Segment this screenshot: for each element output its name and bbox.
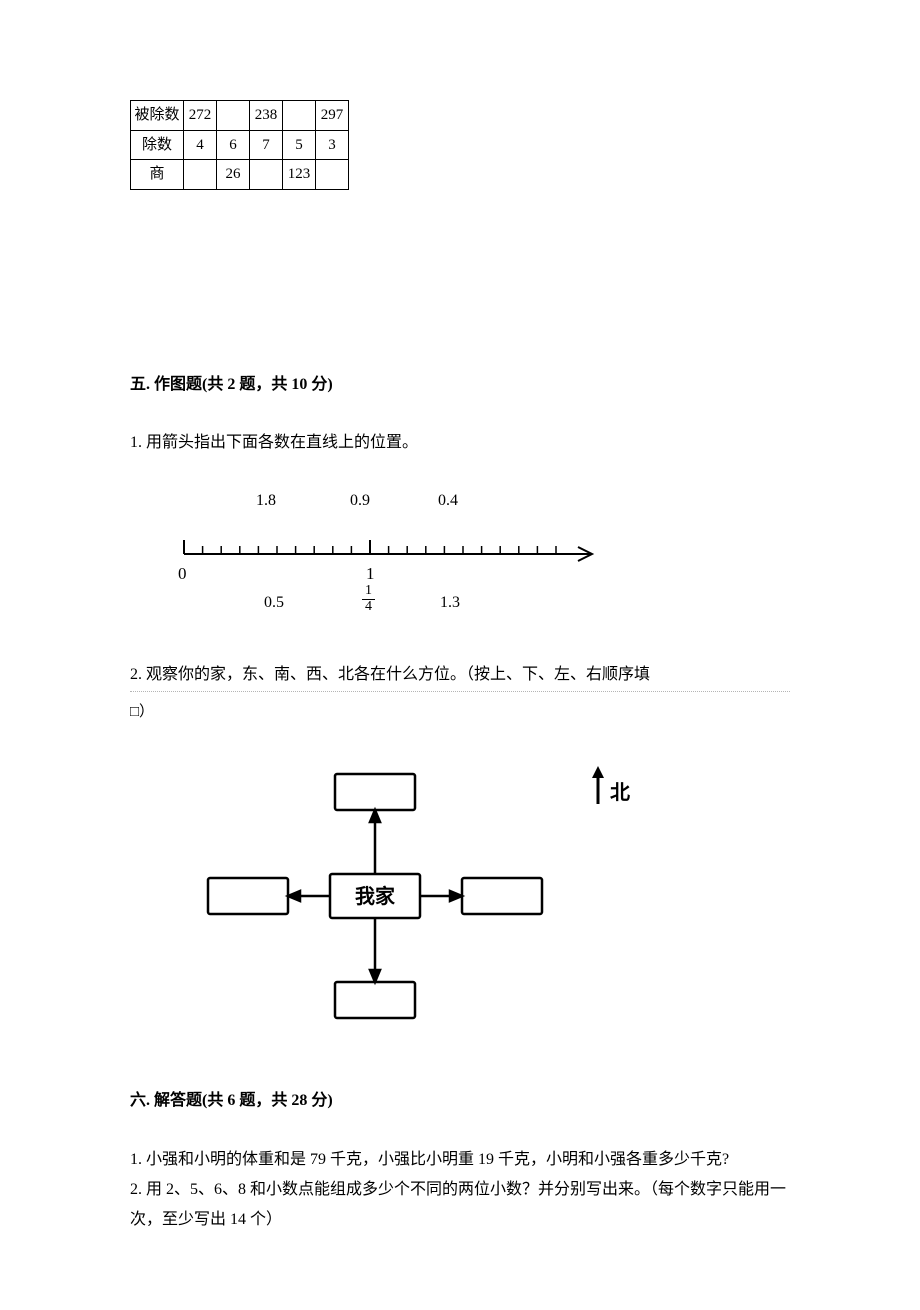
cell: 3 bbox=[316, 130, 349, 160]
cell bbox=[250, 160, 283, 190]
cell: 4 bbox=[184, 130, 217, 160]
nl-top-label: 0.4 bbox=[438, 486, 458, 516]
cell: 7 bbox=[250, 130, 283, 160]
nl-bottom-label: 1.3 bbox=[440, 588, 460, 618]
direction-svg: 我家 bbox=[190, 756, 590, 1036]
numberline-svg bbox=[170, 514, 610, 584]
cell-label: 除数 bbox=[131, 130, 184, 160]
frac-den: 4 bbox=[362, 600, 375, 615]
division-table: 被除数 272 238 297 除数 4 6 7 5 3 商 26 123 bbox=[130, 100, 349, 190]
cell: 6 bbox=[217, 130, 250, 160]
dir-center-label: 我家 bbox=[355, 884, 396, 908]
dotted-rule bbox=[130, 691, 790, 692]
nl-bottom-frac: 1 4 bbox=[362, 584, 375, 615]
numberline-figure: 1.8 0.9 0.4 bbox=[170, 486, 610, 624]
nl-top-label: 1.8 bbox=[256, 486, 276, 516]
cell: 272 bbox=[184, 101, 217, 131]
cell: 26 bbox=[217, 160, 250, 190]
section5-title: 五. 作图题(共 2 题，共 10 分) bbox=[130, 370, 790, 400]
cell: 297 bbox=[316, 101, 349, 131]
cell bbox=[316, 160, 349, 190]
numberline-bottom-labels: 0.5 1 4 1.3 bbox=[170, 584, 610, 624]
numberline-top-labels: 1.8 0.9 0.4 bbox=[170, 486, 610, 514]
cell: 5 bbox=[283, 130, 316, 160]
cell: 123 bbox=[283, 160, 316, 190]
numberline-axis: 0 1 bbox=[170, 514, 610, 584]
direction-figure: 我家 北 bbox=[190, 756, 650, 1036]
page-content: 被除数 272 238 297 除数 4 6 7 5 3 商 26 123 五.… bbox=[0, 0, 920, 1310]
cell-label: 商 bbox=[131, 160, 184, 190]
table-row: 商 26 123 bbox=[131, 160, 349, 190]
section5-q2-line1: 2. 观察你的家，东、南、西、北各在什么方位。（按上、下、左、右顺序填 bbox=[130, 660, 790, 690]
cell bbox=[283, 101, 316, 131]
cell bbox=[217, 101, 250, 131]
section6-q1: 1. 小强和小明的体重和是 79 千克，小强比小明重 19 千克，小明和小强各重… bbox=[130, 1145, 790, 1175]
nl-bottom-label: 0.5 bbox=[264, 588, 284, 618]
table-row: 除数 4 6 7 5 3 bbox=[131, 130, 349, 160]
frac-num: 1 bbox=[362, 584, 375, 600]
nl-top-label: 0.9 bbox=[350, 486, 370, 516]
table-row: 被除数 272 238 297 bbox=[131, 101, 349, 131]
cell-label: 被除数 bbox=[131, 101, 184, 131]
section6-title: 六. 解答题(共 6 题，共 28 分) bbox=[130, 1086, 790, 1116]
cell bbox=[184, 160, 217, 190]
north-label: 北 bbox=[610, 774, 630, 812]
section5-q2-line2: □） bbox=[130, 698, 790, 727]
section5-q1: 1. 用箭头指出下面各数在直线上的位置。 bbox=[130, 428, 790, 458]
section6-q2: 2. 用 2、5、6、8 和小数点能组成多少个不同的两位小数？并分别写出来。（每… bbox=[130, 1175, 790, 1236]
cell: 238 bbox=[250, 101, 283, 131]
